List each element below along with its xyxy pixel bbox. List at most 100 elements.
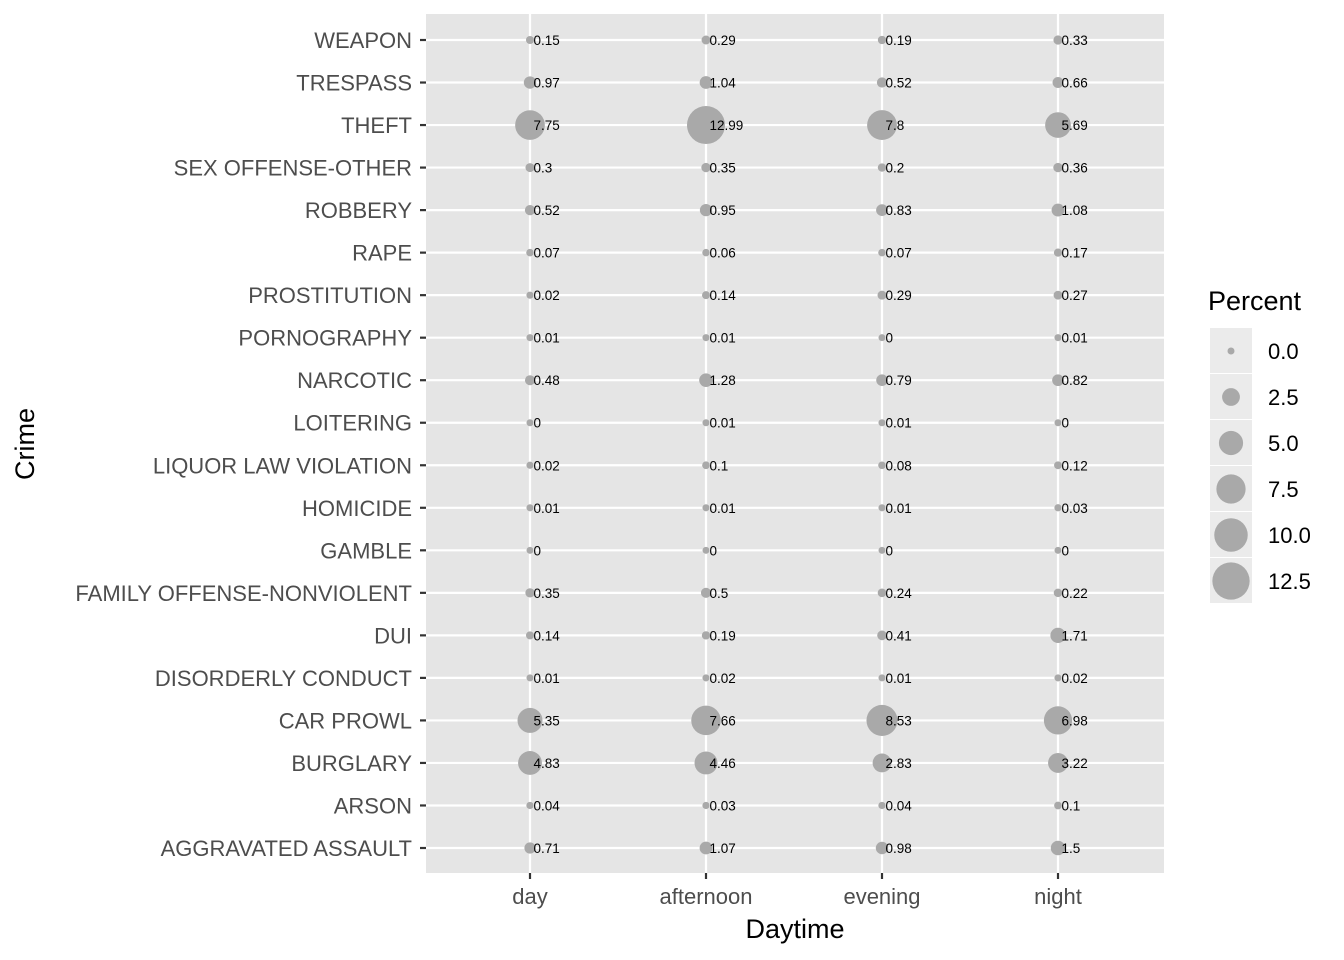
data-label: 0.03 bbox=[710, 798, 736, 813]
data-point bbox=[702, 419, 710, 427]
data-point bbox=[526, 504, 534, 512]
y-tick-label: WEAPON bbox=[314, 28, 412, 53]
data-label: 0.5 bbox=[710, 586, 729, 601]
legend-label: 10.0 bbox=[1268, 523, 1311, 548]
data-point bbox=[1043, 706, 1073, 735]
data-label: 0.24 bbox=[886, 586, 913, 601]
data-point bbox=[526, 631, 534, 640]
y-tick-label: TRESPASS bbox=[296, 71, 412, 96]
data-label: 0.52 bbox=[886, 76, 912, 91]
data-point bbox=[1054, 504, 1062, 512]
data-label: 0.95 bbox=[710, 203, 736, 218]
data-label: 3.22 bbox=[1062, 756, 1088, 771]
data-labels: 0.71 1.07 0.98 1.5 0.04 0.03 0.04 0.1 4.… bbox=[534, 33, 1088, 856]
data-label: 1.5 bbox=[1062, 841, 1081, 856]
data-label: 7.8 bbox=[886, 118, 905, 133]
data-point bbox=[702, 334, 710, 342]
data-point bbox=[1054, 546, 1062, 554]
data-point bbox=[526, 248, 534, 257]
data-label: 0.01 bbox=[710, 331, 736, 346]
y-tick-label: SEX OFFENSE-OTHER bbox=[174, 156, 412, 181]
data-label: 0.1 bbox=[1062, 798, 1081, 813]
data-label: 1.28 bbox=[710, 373, 736, 388]
data-label: 0.29 bbox=[886, 288, 912, 303]
data-point bbox=[1050, 840, 1066, 856]
data-point bbox=[1052, 374, 1064, 387]
legend-label: 2.5 bbox=[1268, 385, 1299, 410]
x-tick-label: night bbox=[1034, 884, 1082, 909]
data-label: 0.01 bbox=[886, 501, 912, 516]
data-label: 0.07 bbox=[886, 246, 912, 261]
data-point bbox=[526, 291, 534, 299]
data-point bbox=[523, 76, 537, 89]
data-label: 0.14 bbox=[534, 628, 561, 643]
data-point bbox=[525, 588, 535, 598]
data-label: 0.52 bbox=[534, 203, 560, 218]
data-point bbox=[518, 751, 542, 775]
y-tick-label: AGGRAVATED ASSAULT bbox=[161, 836, 412, 861]
data-label: 5.35 bbox=[534, 713, 560, 728]
data-point bbox=[877, 35, 887, 45]
legend-point bbox=[1212, 562, 1250, 600]
data-point bbox=[526, 674, 534, 682]
data-label: 7.66 bbox=[710, 713, 736, 728]
data-label: 0.01 bbox=[534, 671, 560, 686]
data-label: 0.35 bbox=[710, 161, 736, 176]
legend-title: Percent bbox=[1208, 286, 1302, 316]
y-tick-label: RAPE bbox=[352, 241, 412, 266]
data-label: 0.79 bbox=[886, 373, 912, 388]
data-point bbox=[878, 248, 886, 257]
data-point bbox=[1054, 674, 1062, 682]
data-label: 0 bbox=[534, 416, 542, 431]
data-label: 12.99 bbox=[710, 118, 744, 133]
x-tick-label: evening bbox=[843, 884, 920, 909]
y-tick-label: PORNOGRAPHY bbox=[238, 326, 412, 351]
data-point bbox=[702, 248, 710, 257]
legend-label: 5.0 bbox=[1268, 431, 1299, 456]
data-label: 0 bbox=[710, 543, 718, 558]
data-point bbox=[877, 588, 887, 598]
data-point bbox=[877, 163, 887, 172]
data-point bbox=[526, 546, 534, 554]
legend-point bbox=[1218, 430, 1244, 456]
data-label: 6.98 bbox=[1062, 713, 1088, 728]
data-label: 0.02 bbox=[710, 671, 736, 686]
data-point bbox=[699, 373, 713, 388]
data-label: 0.04 bbox=[886, 798, 913, 813]
plot-panel bbox=[426, 14, 1164, 873]
data-point bbox=[1045, 112, 1071, 138]
data-label: 0.06 bbox=[710, 246, 736, 261]
data-point bbox=[876, 374, 888, 386]
data-label: 4.83 bbox=[534, 756, 560, 771]
data-point bbox=[691, 705, 721, 736]
data-point bbox=[878, 504, 886, 512]
data-point bbox=[1053, 35, 1063, 45]
data-label: 0.2 bbox=[886, 161, 905, 176]
data-point bbox=[877, 290, 887, 300]
data-point bbox=[1054, 461, 1062, 470]
data-label: 0 bbox=[886, 331, 894, 346]
data-point bbox=[699, 841, 713, 855]
data-point bbox=[1051, 203, 1065, 217]
legend-label: 12.5 bbox=[1268, 569, 1311, 594]
y-tick-label: THEFT bbox=[341, 113, 412, 138]
data-point bbox=[1053, 162, 1063, 173]
data-point bbox=[524, 375, 536, 386]
y-tick-label: ROBBERY bbox=[305, 198, 413, 223]
data-point bbox=[687, 106, 725, 145]
data-label: 0.29 bbox=[710, 33, 736, 48]
data-point bbox=[524, 842, 536, 854]
y-tick-label: PROSTITUTION bbox=[248, 283, 412, 308]
data-point bbox=[878, 461, 886, 470]
data-label: 0.17 bbox=[1062, 246, 1088, 261]
data-point bbox=[701, 631, 711, 640]
y-tick-label: DUI bbox=[374, 623, 412, 648]
data-label: 0.3 bbox=[534, 161, 553, 176]
data-point bbox=[526, 461, 534, 469]
data-label: 0.66 bbox=[1062, 76, 1088, 91]
data-label: 0.08 bbox=[886, 458, 912, 473]
data-label: 0.1 bbox=[710, 458, 729, 473]
data-label: 0.35 bbox=[534, 586, 560, 601]
data-point bbox=[1050, 627, 1066, 643]
y-axis-title: Crime bbox=[10, 408, 40, 480]
